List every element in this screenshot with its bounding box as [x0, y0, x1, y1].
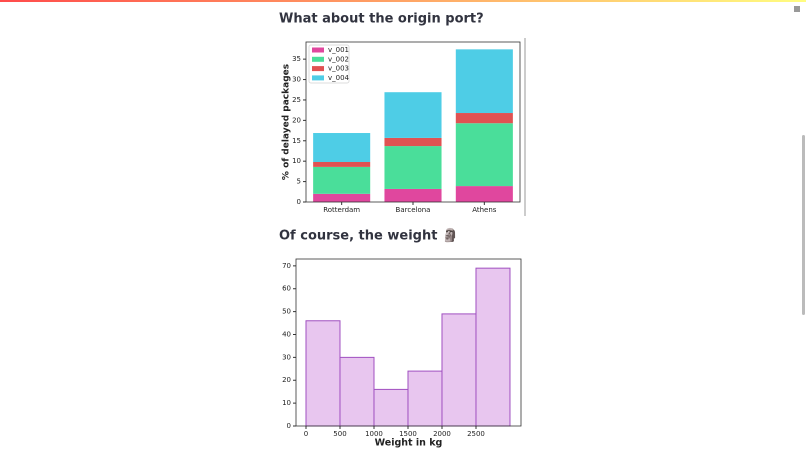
axes-frame — [305, 41, 521, 203]
y-tick-label: 70 — [282, 262, 291, 270]
histogram-bar — [441, 313, 477, 427]
legend-label: v_004 — [328, 74, 350, 82]
bar-segment — [384, 137, 442, 147]
x-tick-label: 1500 — [399, 430, 417, 438]
y-tick-label: 20 — [282, 376, 291, 384]
x-tick-label: 1000 — [365, 430, 383, 438]
legend-label: v_002 — [328, 55, 349, 63]
x-tick-label: 0 — [304, 430, 308, 438]
y-tick-label: 10 — [292, 157, 301, 165]
y-tick-label: 5 — [297, 178, 301, 186]
y-tick-label: 60 — [282, 285, 291, 293]
y-tick-label: 50 — [282, 308, 291, 316]
top-decoration — [0, 0, 806, 2]
x-tick-label: 2500 — [467, 430, 485, 438]
x-tick-label: 500 — [333, 430, 346, 438]
menu-button[interactable] — [793, 6, 803, 16]
scrollbar[interactable] — [802, 135, 805, 315]
heading: Of course, the weight 🗿 — [279, 228, 458, 244]
y-tick-label: 35 — [292, 55, 301, 63]
bar-segment — [384, 146, 442, 189]
legend-label: v_001 — [328, 46, 349, 54]
bar-segment — [455, 113, 513, 124]
y-tick-label: 20 — [292, 116, 301, 124]
y-tick-label: 15 — [292, 137, 301, 145]
bar-segment — [384, 188, 442, 202]
y-tick-label: 30 — [282, 353, 291, 361]
bar-segment — [313, 162, 371, 167]
histogram-bar — [339, 356, 375, 427]
bar-segment — [313, 193, 371, 202]
bar-segment — [384, 92, 442, 138]
y-axis-label: % of delayed packages — [282, 64, 292, 180]
bar-segment — [313, 133, 371, 162]
legend-swatch — [312, 66, 324, 72]
x-tick-label: Barcelona — [396, 206, 431, 214]
heading: What about the origin port? — [279, 12, 484, 27]
y-tick-label: 10 — [282, 399, 291, 407]
bar-segment — [313, 166, 371, 194]
x-axis-label: Weight in kg — [375, 438, 443, 449]
x-tick-label: Athens — [472, 206, 497, 214]
bar-segment — [455, 49, 513, 114]
y-tick-label: 0 — [287, 422, 291, 430]
histogram-bar — [373, 388, 409, 427]
bar-segment — [455, 123, 513, 187]
legend-box — [308, 44, 350, 84]
x-tick-label: 2000 — [433, 430, 451, 438]
axes-frame — [295, 258, 522, 427]
bar-segment — [455, 186, 513, 202]
legend-swatch — [312, 75, 324, 81]
y-tick-label: 0 — [297, 198, 301, 206]
legend-swatch — [312, 56, 324, 62]
x-tick-label: Rotterdam — [323, 206, 360, 214]
legend-label: v_003 — [328, 65, 349, 73]
histogram-bar — [305, 320, 341, 427]
histogram-bar — [407, 370, 443, 427]
y-tick-label: 30 — [292, 76, 301, 84]
y-tick-label: 40 — [282, 330, 291, 338]
y-tick-label: 25 — [292, 96, 301, 104]
legend-swatch — [312, 47, 324, 53]
histogram-bar — [475, 267, 511, 427]
